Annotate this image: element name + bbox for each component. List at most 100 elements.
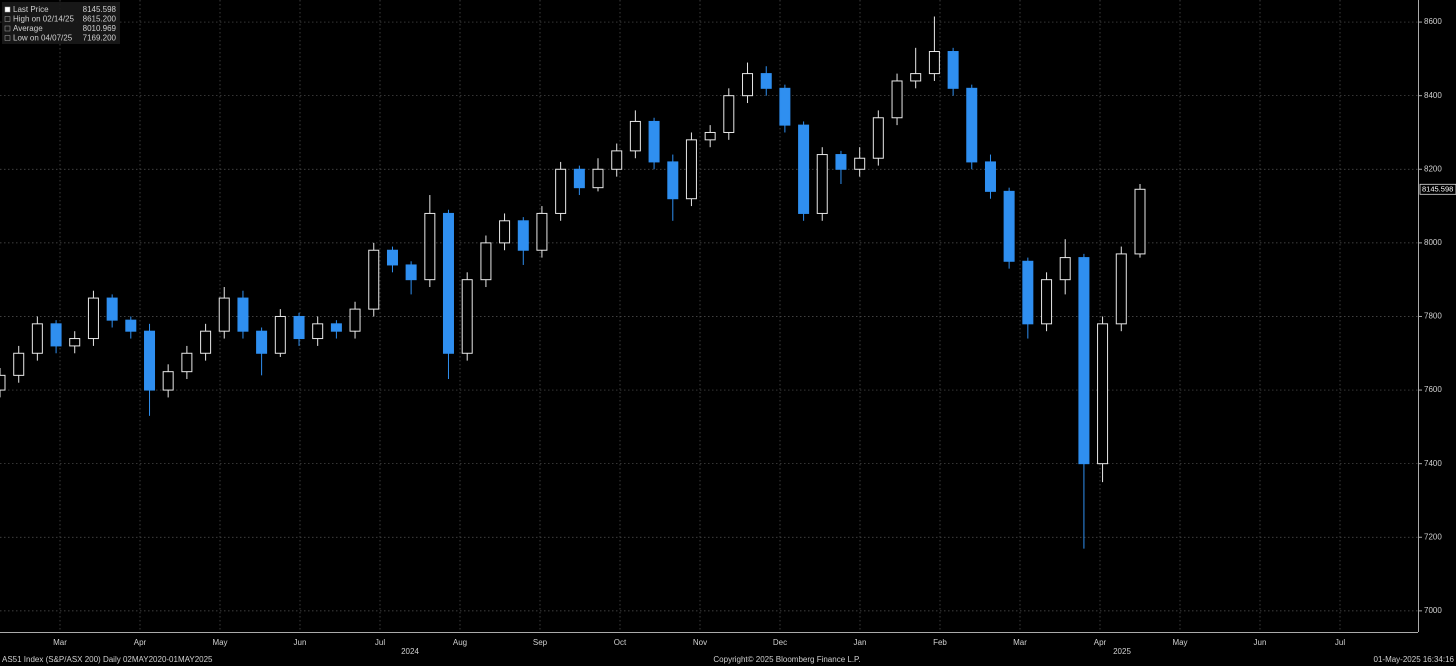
candle-body <box>779 87 791 126</box>
x-tick-label: Dec <box>773 638 787 647</box>
legend-swatch <box>4 6 11 13</box>
candle-body <box>798 124 810 214</box>
candle-body <box>349 308 361 332</box>
x-tick-label: Jul <box>375 638 385 647</box>
y-tick-label: 7200 <box>1424 532 1442 541</box>
candle-body <box>704 131 716 141</box>
candle-body <box>69 338 81 347</box>
candle-body <box>573 168 585 189</box>
candle-body <box>312 323 324 340</box>
x-tick-label: Jan <box>854 638 867 647</box>
candle-body <box>667 161 679 200</box>
footer-center: Copyright© 2025 Bloomberg Finance L.P. <box>713 655 860 664</box>
legend-name: Last Price <box>13 5 49 14</box>
y-tick-label: 7000 <box>1424 606 1442 615</box>
candle-body <box>760 73 772 89</box>
year-label: 2025 <box>1113 647 1131 656</box>
y-tick-label: 7400 <box>1424 459 1442 468</box>
legend-box <box>2 2 120 44</box>
candle-body <box>872 117 884 159</box>
candle-body <box>1003 190 1015 262</box>
plot-area <box>0 0 1418 630</box>
candle-body <box>293 315 305 340</box>
y-tick-label: 8200 <box>1424 164 1442 173</box>
candle-body <box>330 323 342 332</box>
candle-body <box>0 374 6 391</box>
x-tick-label: Mar <box>1013 638 1027 647</box>
candle-body <box>162 371 174 391</box>
legend-value: 7169.200 <box>83 34 117 43</box>
candle-body <box>536 212 548 251</box>
candle-body <box>891 80 903 119</box>
candle-body <box>1059 257 1071 281</box>
candle-body <box>1097 323 1109 465</box>
candle-body <box>181 352 193 373</box>
x-tick-label: Sep <box>533 638 548 647</box>
candle-body <box>1041 279 1053 325</box>
x-tick-label: Nov <box>693 638 707 647</box>
candle-body <box>910 73 922 82</box>
legend-swatch <box>4 25 11 32</box>
x-tick-label: Mar <box>53 638 67 647</box>
candle-body <box>106 297 118 321</box>
candle-body <box>1115 253 1127 325</box>
candle-body <box>1022 260 1034 325</box>
y-tick-label: 7800 <box>1424 312 1442 321</box>
legend-value: 8615.200 <box>83 15 117 24</box>
candle-body <box>31 323 43 354</box>
candle-body <box>13 352 25 376</box>
candle-body <box>835 154 847 170</box>
candle-body <box>87 297 99 340</box>
x-tick-label: Jun <box>1254 638 1267 647</box>
candle-body <box>1134 188 1146 255</box>
x-tick-label: Oct <box>614 638 627 647</box>
candle-body <box>480 242 492 281</box>
legend-name: Low on 04/07/25 <box>13 34 73 43</box>
last-price-tag <box>1419 183 1456 195</box>
footer-left: AS51 Index (S&P/ASX 200) Daily 02MAY2020… <box>2 655 213 664</box>
candle-body <box>966 87 978 163</box>
legend-value: 8145.598 <box>83 5 117 14</box>
candle-body <box>200 330 212 354</box>
candle-body <box>368 249 380 310</box>
candle-body <box>144 330 156 391</box>
candle-body <box>218 297 230 332</box>
x-tick-label: Aug <box>453 638 467 647</box>
candle-body <box>816 154 828 214</box>
x-tick-label: Feb <box>933 638 947 647</box>
candle-body <box>517 220 529 251</box>
candle-body <box>629 120 641 152</box>
y-tick-label: 7600 <box>1424 385 1442 394</box>
legend-value: 8010.969 <box>83 24 117 33</box>
y-tick-label: 8400 <box>1424 91 1442 100</box>
candle-body <box>723 95 735 133</box>
candle-body <box>611 150 623 170</box>
candle-body <box>424 212 436 281</box>
candle-body <box>648 120 660 163</box>
candle-body <box>386 249 398 266</box>
candle-body <box>854 157 866 170</box>
y-tick-label: 8600 <box>1424 17 1442 26</box>
candle-body <box>947 51 959 89</box>
footer-right: 01-May-2025 16:34:16 <box>1374 655 1455 664</box>
candle-body <box>274 315 286 354</box>
candle-body <box>442 212 454 354</box>
candle-body <box>499 220 511 244</box>
candle-body <box>685 139 697 200</box>
year-label: 2024 <box>401 647 419 656</box>
candle-body <box>461 279 473 354</box>
candle-body <box>237 297 249 332</box>
y-tick-label: 8000 <box>1424 238 1442 247</box>
candle-body <box>984 161 996 192</box>
candle-body <box>928 51 940 75</box>
x-tick-label: May <box>212 638 227 647</box>
last-price-label: 8145.598 <box>1422 184 1453 193</box>
candle-body <box>1078 257 1090 465</box>
candle-body <box>555 168 567 214</box>
x-tick-label: Jun <box>294 638 307 647</box>
legend-swatch <box>4 35 11 41</box>
candle-body <box>742 73 754 97</box>
x-tick-label: Apr <box>1094 638 1107 647</box>
